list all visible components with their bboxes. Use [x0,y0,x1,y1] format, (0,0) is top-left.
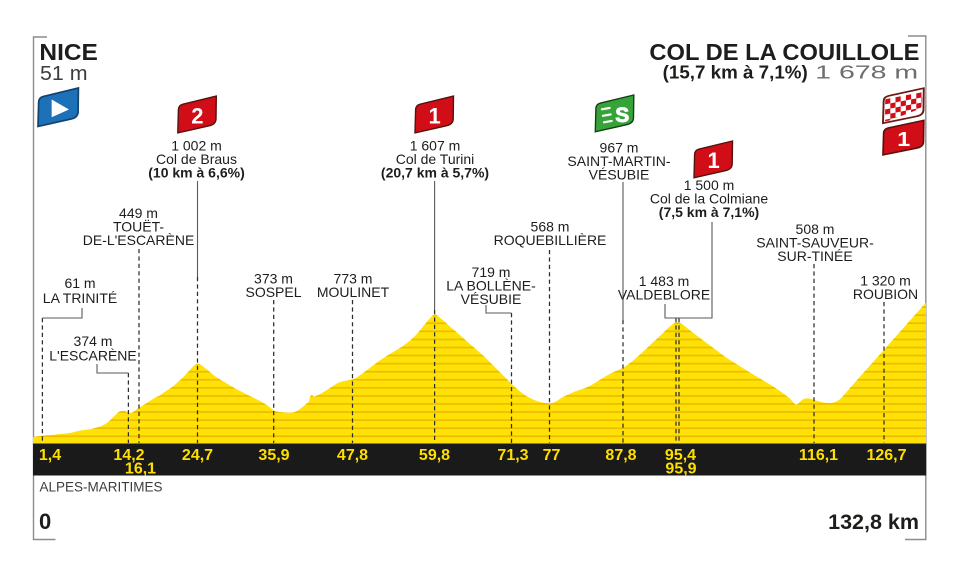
svg-text:116,1: 116,1 [799,447,838,464]
svg-text:95,9: 95,9 [665,461,696,478]
svg-text:ROUBION: ROUBION [853,286,918,302]
svg-text:Col de la Colmiane: Col de la Colmiane [650,191,768,207]
svg-text:SAINT-MARTIN-: SAINT-MARTIN- [567,153,671,169]
svg-text:LA TRINITÉ: LA TRINITÉ [43,290,117,306]
svg-text:1 483 m: 1 483 m [639,273,690,289]
svg-text:VALDEBLORE: VALDEBLORE [618,287,710,303]
svg-text:S: S [615,104,629,127]
svg-text:71,3: 71,3 [497,447,528,464]
svg-text:0: 0 [39,509,51,534]
svg-text:Col de Turini: Col de Turini [396,151,475,167]
svg-text:449 m: 449 m [119,205,158,221]
svg-text:374 m: 374 m [74,333,113,349]
svg-text:COL DE LA COUILLOLE: COL DE LA COUILLOLE [649,39,919,65]
svg-text:568 m: 568 m [531,219,570,235]
svg-text:59,8: 59,8 [419,447,450,464]
svg-text:16,1: 16,1 [125,461,156,478]
svg-text:95,4: 95,4 [665,447,696,464]
svg-text:Col de Braus: Col de Braus [156,151,237,167]
svg-text:TOUËT-: TOUËT- [113,219,164,235]
svg-text:ALPES-MARITIMES: ALPES-MARITIMES [40,480,163,495]
svg-text:LA BOLLÈNE-: LA BOLLÈNE- [446,278,536,294]
svg-text:1: 1 [707,148,719,173]
svg-text:SOSPEL: SOSPEL [245,284,301,300]
svg-text:508 m: 508 m [796,221,835,237]
svg-text:77: 77 [543,447,561,464]
svg-text:1 607 m: 1 607 m [410,138,461,154]
svg-text:DE-L'ESCARÈNE: DE-L'ESCARÈNE [83,232,195,248]
svg-text:VÉSUBIE: VÉSUBIE [589,167,650,183]
svg-text:2: 2 [191,103,203,128]
svg-text:51 m: 51 m [40,63,88,85]
svg-text:1: 1 [428,103,440,128]
svg-text:1 002 m: 1 002 m [171,138,222,154]
svg-text:1 320 m: 1 320 m [860,273,911,289]
svg-text:24,7: 24,7 [182,447,213,464]
svg-text:1: 1 [897,127,910,150]
svg-text:(7,5 km à 7,1%): (7,5 km à 7,1%) [659,204,759,220]
svg-text:719 m: 719 m [472,264,511,280]
svg-text:132,8 km: 132,8 km [828,510,919,534]
svg-text:773 m: 773 m [334,271,373,287]
svg-text:MOULINET: MOULINET [317,284,390,300]
svg-text:1 678 m: 1 678 m [815,63,918,83]
svg-text:SUR-TINÉE: SUR-TINÉE [777,248,852,264]
svg-text:14,2: 14,2 [113,447,144,464]
svg-text:L'ESCARÈNE: L'ESCARÈNE [49,348,136,364]
svg-text:126,7: 126,7 [866,447,906,464]
svg-text:373 m: 373 m [254,271,293,287]
svg-text:ROQUEBILLIÈRE: ROQUEBILLIÈRE [494,232,607,248]
svg-text:VÉSUBIE: VÉSUBIE [461,291,522,307]
svg-text:87,8: 87,8 [605,447,636,464]
svg-text:SAINT-SAUVEUR-: SAINT-SAUVEUR- [756,235,874,251]
svg-text:35,9: 35,9 [258,447,289,464]
svg-text:1 500 m: 1 500 m [684,177,735,193]
svg-text:(15,7 km à 7,1%): (15,7 km à 7,1%) [663,63,808,83]
svg-text:47,8: 47,8 [337,447,368,464]
svg-text:(20,7 km à 5,7%): (20,7 km à 5,7%) [381,165,489,181]
svg-text:(10 km à 6,6%): (10 km à 6,6%) [148,165,245,181]
svg-text:61 m: 61 m [64,275,95,291]
svg-text:NICE: NICE [39,39,97,65]
svg-text:967 m: 967 m [600,140,639,156]
svg-text:1,4: 1,4 [39,447,61,464]
